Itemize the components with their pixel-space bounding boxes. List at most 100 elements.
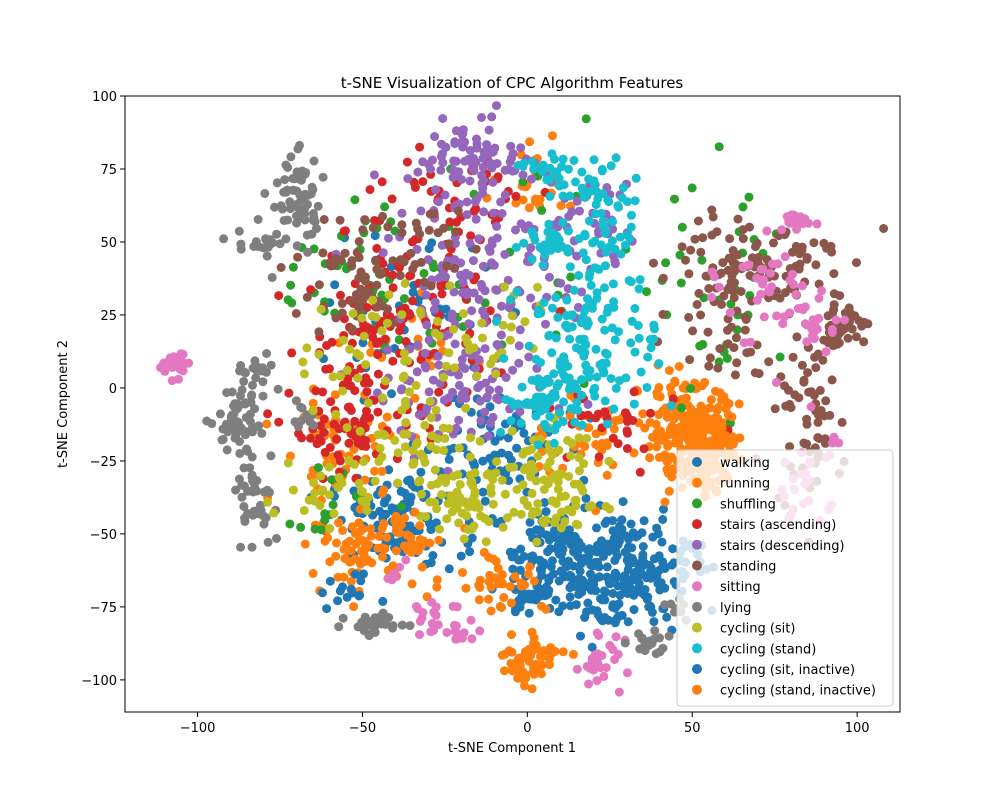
data-point [650, 626, 660, 636]
data-point [264, 487, 274, 497]
data-point [626, 338, 636, 348]
data-point [660, 497, 670, 507]
data-point [534, 305, 544, 315]
data-point [714, 432, 723, 442]
data-point [378, 211, 388, 221]
data-point [401, 555, 411, 565]
data-point [408, 446, 418, 456]
data-point [785, 308, 795, 318]
data-point [688, 326, 698, 336]
data-point [266, 360, 276, 370]
data-point [337, 478, 347, 488]
data-point [235, 366, 245, 376]
data-point [262, 349, 272, 358]
data-point [598, 541, 608, 551]
data-point [630, 347, 640, 357]
data-point [459, 534, 469, 544]
data-point [492, 101, 501, 111]
data-point [292, 186, 302, 196]
data-point [303, 247, 313, 257]
data-point [718, 258, 728, 268]
data-point [253, 215, 263, 224]
data-point [555, 408, 565, 418]
data-point [404, 540, 414, 550]
data-point [638, 542, 648, 551]
data-point [422, 320, 432, 330]
data-point [453, 470, 463, 480]
data-point [425, 209, 435, 219]
data-point [492, 340, 502, 349]
data-point [549, 369, 559, 379]
data-point [431, 405, 441, 415]
data-point [518, 170, 528, 180]
data-point [639, 444, 649, 454]
data-point [480, 344, 490, 354]
data-point [809, 238, 819, 248]
data-point [704, 361, 714, 371]
legend-label: lying [720, 601, 751, 616]
data-point [508, 564, 518, 574]
data-point [288, 262, 298, 272]
data-point [662, 412, 672, 422]
data-point [750, 368, 760, 378]
data-point [589, 665, 598, 675]
data-point [462, 210, 472, 220]
data-point [263, 242, 273, 252]
data-point [420, 348, 430, 358]
data-point [432, 575, 442, 585]
data-point [355, 504, 365, 514]
data-point [592, 628, 602, 638]
data-point [543, 589, 553, 599]
data-point [338, 335, 348, 345]
data-point [332, 434, 342, 444]
data-point [598, 189, 608, 199]
data-point [248, 427, 257, 437]
data-point [816, 406, 826, 415]
data-point [583, 598, 593, 608]
x-tick-label: 0 [523, 721, 531, 736]
data-point [458, 288, 467, 298]
data-point [553, 472, 563, 481]
data-point [241, 413, 251, 422]
data-point [497, 209, 507, 218]
data-point [769, 238, 778, 248]
data-point [674, 362, 684, 371]
data-point [492, 221, 502, 231]
data-point [326, 397, 336, 407]
data-point [347, 261, 357, 271]
data-point [450, 339, 460, 349]
data-point [358, 225, 368, 235]
data-point [566, 451, 576, 461]
data-point [705, 353, 715, 363]
data-point [602, 438, 612, 448]
data-point [323, 533, 333, 543]
data-point [762, 226, 772, 236]
data-point [497, 475, 507, 485]
data-point [424, 335, 434, 345]
data-point [564, 384, 574, 394]
data-point [614, 327, 623, 337]
data-point [367, 311, 377, 321]
data-point [624, 276, 634, 286]
data-point [475, 380, 485, 390]
data-point [575, 206, 584, 216]
data-point [676, 278, 686, 288]
data-point [432, 479, 442, 489]
data-point [545, 272, 554, 282]
data-point [863, 319, 873, 329]
data-point [408, 296, 418, 306]
data-point [485, 570, 495, 580]
data-point [324, 364, 334, 374]
data-point [799, 375, 809, 385]
data-point [478, 333, 487, 343]
data-point [622, 416, 632, 426]
data-point [601, 663, 611, 673]
data-point [391, 546, 401, 556]
series-11 [325, 412, 747, 675]
data-point [219, 234, 229, 244]
data-point [230, 433, 240, 443]
data-point [506, 322, 516, 332]
data-point [786, 403, 796, 413]
data-point [234, 226, 244, 236]
data-point [541, 319, 550, 329]
